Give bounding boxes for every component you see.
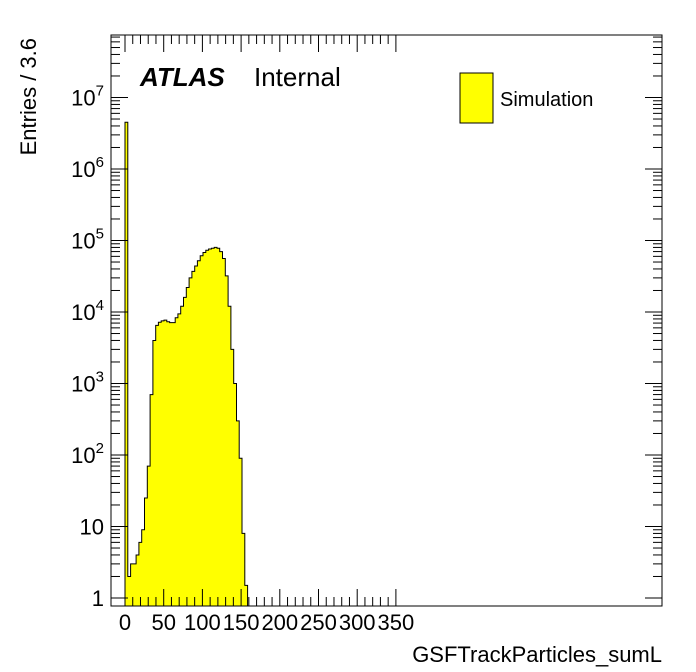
y-tick-label: 107 <box>71 83 104 111</box>
x-axis-title: GSFTrackParticles_sumL <box>412 642 662 667</box>
internal-label: Internal <box>254 62 341 92</box>
y-tick-label: 103 <box>71 369 104 397</box>
y-tick-label: 105 <box>71 226 104 254</box>
x-tick-labels: 0 50 100 150 200 250 300 350 <box>119 610 414 635</box>
y-tick-label: 104 <box>71 297 104 325</box>
legend-swatch-simulation <box>459 72 494 124</box>
x-tick-label: 50 <box>151 610 175 635</box>
atlas-label: ATLAS <box>139 62 225 92</box>
y-tick-label: 10 <box>80 515 104 540</box>
y-tick-label: 106 <box>71 154 104 182</box>
x-tick-label: 250 <box>300 610 337 635</box>
x-tick-label: 150 <box>223 610 260 635</box>
x-tick-label: 350 <box>378 610 415 635</box>
x-tick-label: 200 <box>261 610 298 635</box>
y-tick-labels: 1 10 102 103 104 105 106 107 <box>71 83 104 612</box>
legend: Simulation <box>459 72 593 124</box>
histogram-series-simulation <box>122 121 254 607</box>
x-tick-label: 300 <box>339 610 376 635</box>
x-tick-label: 100 <box>184 610 221 635</box>
y-tick-label: 102 <box>71 440 104 468</box>
histogram-bars <box>122 121 254 607</box>
x-tick-label: 0 <box>119 610 131 635</box>
axis-ticks <box>111 35 662 606</box>
legend-label-simulation: Simulation <box>500 89 593 111</box>
plot-frame <box>110 34 663 607</box>
y-axis-title: Entries / 3.6 <box>16 38 41 155</box>
y-tick-label: 1 <box>92 586 104 611</box>
